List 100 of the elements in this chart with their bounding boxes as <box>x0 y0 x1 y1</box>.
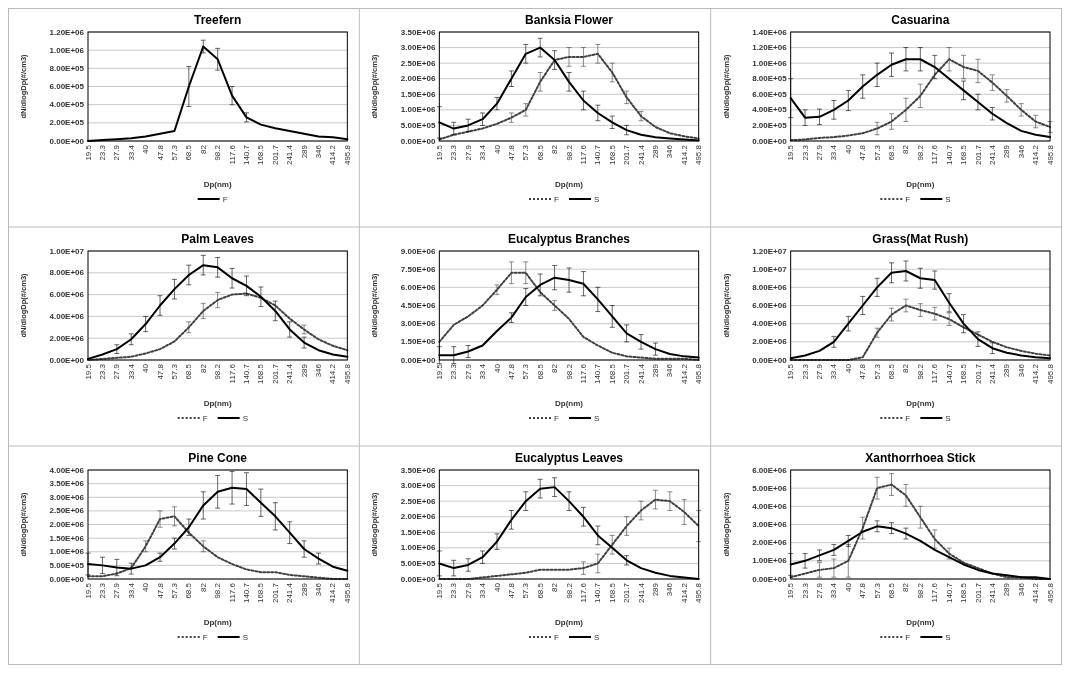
x-tick-label: 241.4 <box>987 144 997 166</box>
y-tick-label: 0.00E+00 <box>752 574 788 584</box>
x-tick-label: 33.4 <box>126 363 136 380</box>
x-tick-label: 98.2 <box>213 363 223 380</box>
x-tick-label: 117.6 <box>930 363 940 384</box>
y-tick-label: 1.20E+07 <box>752 246 788 256</box>
x-tick-label: 40 <box>492 144 502 154</box>
x-tick-label: 414.2 <box>1031 363 1041 385</box>
x-tick-label: 289 <box>299 582 309 597</box>
y-tick-label: 4.50E+06 <box>400 301 436 311</box>
x-tick-label: 23.3 <box>97 582 107 599</box>
x-tick-label: 495.8 <box>342 363 352 385</box>
y-tick-label: 0.00E+00 <box>400 355 436 365</box>
x-tick-label: 241.4 <box>987 582 997 604</box>
x-tick-label: 23.3 <box>449 363 459 380</box>
x-tick-label: 23.3 <box>800 582 810 599</box>
x-tick-label: 68.5 <box>184 582 194 599</box>
x-tick-label: 98.2 <box>564 144 574 161</box>
x-tick-label: 201.7 <box>622 582 632 604</box>
x-tick-label: 27.9 <box>815 363 825 380</box>
x-tick-label: 19.5 <box>83 582 93 599</box>
y-tick-label: 6.00E+06 <box>752 465 788 475</box>
x-tick-label: 68.5 <box>535 363 545 380</box>
x-tick-label: 19.5 <box>786 144 796 161</box>
x-tick-label: 57.3 <box>170 363 179 380</box>
y-tick-label: 2.00E+06 <box>752 538 788 548</box>
x-tick-label: 47.8 <box>155 582 165 599</box>
y-tick-label: 2.00E+05 <box>752 120 788 130</box>
x-tick-label: 346 <box>1016 144 1026 159</box>
x-tick-label: 495.8 <box>342 144 352 166</box>
y-tick-label: 1.50E+06 <box>400 337 436 347</box>
x-tick-label: 414.2 <box>1031 582 1041 604</box>
x-tick-label: 168.5 <box>256 144 266 166</box>
x-tick-label: 19.5 <box>83 363 93 380</box>
x-tick-label: 40 <box>141 582 151 592</box>
x-tick-label: 117.6 <box>578 144 588 165</box>
x-tick-label: 68.5 <box>184 363 194 380</box>
chart-title: Palm Leaves <box>181 232 255 246</box>
x-tick-label: 346 <box>665 582 675 597</box>
y-tick-label: 2.00E+06 <box>400 74 436 84</box>
y-tick-label: 6.00E+05 <box>752 89 788 99</box>
y-tick-label: 2.00E+06 <box>49 333 85 343</box>
legend-label: S <box>594 632 600 642</box>
legend-label: S <box>242 632 249 642</box>
x-tick-label: 19.5 <box>434 144 444 161</box>
x-tick-label: 23.3 <box>800 144 810 161</box>
x-tick-label: 414.2 <box>328 363 338 385</box>
x-tick-label: 414.2 <box>679 144 689 166</box>
x-tick-label: 40 <box>843 582 853 592</box>
x-tick-label: 19.5 <box>434 363 444 380</box>
y-tick-label: 0.00E+00 <box>752 136 788 146</box>
legend-label: S <box>945 632 951 642</box>
x-tick-label: 47.8 <box>858 363 868 380</box>
y-tick-label: 1.20E+06 <box>49 27 85 37</box>
x-tick-label: 57.3 <box>521 363 531 380</box>
y-tick-label: 8.00E+05 <box>49 63 85 73</box>
y-tick-label: 1.50E+06 <box>49 533 85 543</box>
x-tick-label: 47.8 <box>155 363 165 380</box>
x-tick-label: 40 <box>492 363 502 373</box>
x-axis-title: Dp(nm) <box>203 618 232 627</box>
x-tick-label: 346 <box>665 363 675 378</box>
x-axis-title: Dp(nm) <box>906 399 935 408</box>
x-tick-label: 23.3 <box>449 144 459 161</box>
y-tick-label: 4.00E+06 <box>752 319 788 329</box>
x-tick-label: 98.2 <box>213 144 223 161</box>
x-tick-label: 168.5 <box>607 144 617 166</box>
x-tick-label: 201.7 <box>622 144 632 166</box>
x-tick-label: 23.3 <box>97 363 107 380</box>
x-tick-label: 19.5 <box>434 582 444 599</box>
x-tick-label: 201.7 <box>270 582 280 604</box>
y-tick-label: 3.00E+06 <box>752 520 788 530</box>
x-tick-label: 495.8 <box>1045 363 1055 385</box>
x-tick-label: 68.5 <box>535 144 545 161</box>
x-tick-label: 289 <box>651 144 660 159</box>
chart-title: Treefern <box>193 13 242 27</box>
x-tick-label: 19.5 <box>83 144 93 161</box>
x-tick-label: 33.4 <box>829 582 839 599</box>
y-tick-label: 5.00E+05 <box>400 558 436 568</box>
y-tick-label: 1.00E+07 <box>752 264 788 274</box>
y-tick-label: 1.40E+06 <box>752 27 788 37</box>
x-tick-label: 40 <box>141 363 151 373</box>
y-tick-label: 2.50E+06 <box>400 496 436 506</box>
y-tick-label: 2.00E+05 <box>49 118 85 128</box>
y-tick-label: 0.00E+00 <box>752 355 788 365</box>
x-axis-title: Dp(nm) <box>203 180 232 189</box>
x-tick-label: 201.7 <box>270 144 280 166</box>
chart-title: Grass(Mat Rush) <box>872 232 969 246</box>
x-tick-label: 289 <box>1002 582 1012 597</box>
x-tick-label: 68.5 <box>887 363 897 380</box>
x-tick-label: 140.7 <box>593 144 603 166</box>
x-tick-label: 27.9 <box>463 363 473 380</box>
x-tick-label: 23.3 <box>449 582 459 599</box>
x-tick-label: 98.2 <box>564 582 574 599</box>
x-tick-label: 82 <box>550 363 560 373</box>
x-tick-label: 168.5 <box>959 363 969 385</box>
y-tick-label: 2.00E+06 <box>752 337 788 347</box>
x-tick-label: 82 <box>550 144 560 154</box>
x-tick-label: 140.7 <box>593 582 603 604</box>
legend-label: S <box>945 194 951 204</box>
chart-title: Pine Cone <box>188 451 248 465</box>
